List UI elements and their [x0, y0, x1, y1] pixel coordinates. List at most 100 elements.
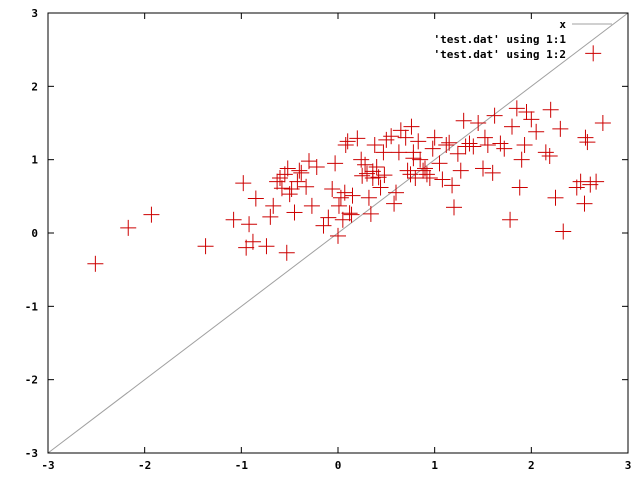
data-point	[276, 166, 293, 183]
data-point	[293, 164, 310, 181]
data-point	[241, 216, 258, 233]
data-point	[572, 173, 589, 190]
data-point	[362, 205, 379, 222]
data-point	[424, 140, 441, 157]
data-point	[375, 144, 392, 161]
plot-area	[47, 12, 629, 454]
data-point	[308, 159, 325, 175]
data-point	[579, 134, 596, 151]
data-point	[418, 166, 435, 183]
data-point	[542, 101, 559, 118]
data-point	[555, 223, 572, 240]
data-point	[449, 145, 466, 162]
data-point	[383, 128, 400, 145]
data-point	[403, 118, 420, 135]
data-point	[502, 211, 519, 228]
data-point	[513, 151, 530, 168]
y-tick-label: 1	[31, 154, 38, 167]
data-point	[523, 111, 540, 128]
x-tick-label: -2	[138, 459, 151, 472]
data-point	[87, 255, 104, 272]
legend-label: 'test.dat' using 1:2	[434, 48, 566, 61]
data-point	[465, 138, 482, 155]
data-point	[303, 197, 320, 214]
data-point	[143, 206, 160, 223]
data-point	[441, 134, 458, 151]
data-point	[330, 197, 347, 214]
data-point	[120, 219, 137, 236]
data-point	[378, 131, 395, 148]
data-point	[327, 155, 344, 172]
data-point	[343, 206, 360, 223]
data-point	[273, 180, 290, 197]
plot-frame	[47, 12, 629, 454]
data-point	[577, 129, 594, 146]
x-tick-label: -3	[41, 459, 54, 472]
data-point	[324, 181, 341, 197]
data-point	[585, 45, 602, 62]
data-point	[262, 208, 279, 225]
y-tick-label: -3	[25, 447, 38, 460]
data-point	[412, 151, 429, 168]
x-tick-label: 3	[625, 459, 632, 472]
y-tick-label: -1	[25, 300, 39, 313]
data-point	[405, 150, 422, 167]
data-point	[364, 170, 381, 186]
data-point	[568, 179, 585, 196]
data-point	[334, 211, 351, 228]
data-point	[286, 204, 303, 221]
data-point	[390, 144, 407, 161]
data-point	[504, 118, 520, 135]
data-point	[320, 209, 337, 226]
data-point	[244, 233, 261, 250]
data-point	[337, 137, 354, 153]
data-point	[330, 227, 346, 244]
y-tick-label: 0	[31, 227, 38, 240]
data-point	[269, 173, 286, 190]
data-point	[417, 160, 433, 177]
data-point	[339, 133, 356, 150]
data-point	[315, 217, 332, 234]
data-point	[479, 137, 496, 153]
data-point	[399, 162, 416, 179]
data-point	[368, 159, 385, 175]
x-tick-label: -1	[235, 459, 249, 472]
data-point	[197, 238, 214, 255]
data-point	[452, 162, 469, 179]
data-point	[484, 164, 501, 181]
data-point	[426, 129, 443, 146]
data-point	[475, 160, 491, 177]
data-point	[461, 135, 478, 152]
data-point	[392, 122, 409, 139]
data-point	[434, 171, 451, 188]
data-point	[336, 184, 353, 201]
data-point	[366, 137, 383, 153]
data-point	[476, 129, 493, 146]
data-point	[298, 178, 315, 195]
data-point	[376, 167, 393, 184]
data-point	[388, 184, 404, 201]
x-tick-label: 2	[528, 459, 535, 472]
data-point	[353, 151, 370, 168]
data-point	[511, 179, 528, 196]
data-point	[594, 115, 611, 131]
data-point	[265, 197, 282, 214]
legend-label: x	[559, 18, 566, 31]
data-point	[279, 160, 296, 177]
data-point	[397, 129, 414, 146]
data-point	[444, 177, 461, 194]
data-point	[386, 195, 403, 212]
data-point	[552, 120, 569, 137]
data-point	[528, 123, 545, 140]
data-point	[238, 239, 255, 256]
data-point	[547, 189, 564, 206]
data-point	[486, 107, 503, 124]
data-point	[421, 170, 438, 186]
data-point	[588, 173, 605, 190]
data-point	[291, 162, 308, 179]
data-point	[235, 175, 252, 192]
data-point	[258, 238, 275, 255]
y-tick-label: 2	[31, 80, 38, 93]
data-point	[344, 187, 361, 204]
